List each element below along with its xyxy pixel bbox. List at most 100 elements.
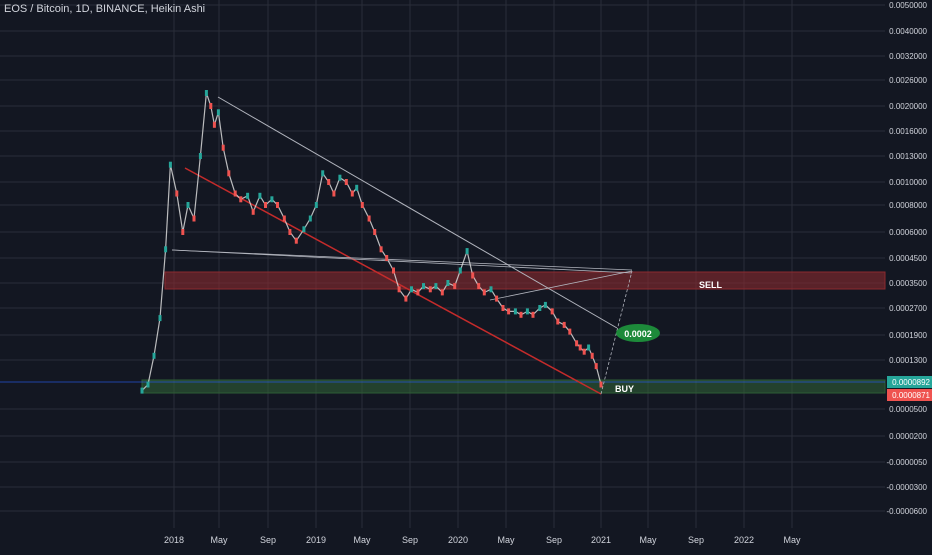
candle [216,109,220,116]
candle [458,267,462,274]
candle [446,280,450,286]
candle [428,286,432,293]
candle [246,192,250,199]
candle [482,289,486,296]
candle [587,344,591,351]
candle [344,179,348,185]
candle [355,184,359,191]
candle [158,315,162,322]
target-badge [616,324,660,342]
candle [233,190,237,197]
x-tick-label: May [210,535,228,545]
channel-upper-line [171,249,633,271]
candle [501,305,505,311]
x-tick-label: May [639,535,657,545]
price-series-line [141,92,602,392]
candle [519,311,523,318]
y-tick-label: 0.0004500 [889,254,927,263]
candle [404,295,408,302]
candle [367,215,371,222]
candle [227,170,231,177]
candle [513,308,517,315]
y-tick-label: -0.0000300 [887,483,928,492]
candle [440,289,444,296]
candle [276,202,279,208]
candle [288,229,292,235]
descending-resistance-line [217,96,618,329]
y-tick-label: 0.0020000 [889,102,927,111]
y-tick-label: 0.0006000 [889,228,927,237]
price-label-up [887,376,932,388]
candle [321,170,325,177]
candle [270,196,274,203]
x-tick-label: 2018 [164,535,184,545]
candle [350,190,354,197]
sell-zone [164,271,886,290]
candle [360,202,364,208]
y-tick-label: 0.0002700 [889,304,927,313]
candle [562,321,566,328]
candle [392,267,395,274]
y-tick-label: 0.0008000 [889,201,927,210]
descending-support-line [184,167,602,395]
y-tick-label: 0.0001300 [889,356,927,365]
x-tick-label: May [783,535,801,545]
candle [140,387,144,394]
x-tick-label: 2021 [591,535,611,545]
projection-upper-path [489,270,633,301]
candle [525,308,529,315]
y-tick-label: -0.0000600 [887,507,928,516]
candle [221,144,225,151]
candle [379,246,383,253]
chart-title: EOS / Bitcoin, 1D, BINANCE, Heikin Ashi [4,3,206,15]
y-tick-label: 0.0016000 [889,127,927,136]
y-tick-label: 0.0040000 [889,27,927,36]
buy-zone [141,379,886,394]
candle [507,308,511,315]
candle [543,301,547,308]
x-tick-label: May [497,535,515,545]
candle [175,190,179,197]
candle [192,215,196,222]
x-tick-label: Sep [260,535,276,545]
candle [327,179,331,185]
sell-zone-label: SELL [699,280,723,290]
candle [186,202,190,208]
candle [575,340,579,347]
y-tick-label: 0.0000200 [889,432,927,441]
candle [489,286,493,293]
x-tick-label: Sep [546,535,562,545]
candle [471,272,475,279]
candle [594,363,598,370]
candle [531,311,535,318]
candle [251,208,255,215]
candle [465,248,469,255]
x-tick-label: May [353,535,371,545]
candle [582,348,586,355]
x-tick-label: 2019 [306,535,326,545]
candle [416,289,420,296]
candle [212,121,216,128]
candle [239,196,243,203]
candle [164,246,168,253]
candle [373,229,377,235]
candle [258,192,262,199]
candle [568,328,572,335]
candle [599,381,603,388]
candle [314,202,318,208]
candle [590,352,594,359]
candle [495,295,499,302]
projection-path [600,270,633,395]
candle [152,352,156,359]
candle [302,226,306,233]
candle [146,381,150,388]
candle [550,308,554,315]
y-tick-label: 0.0032000 [889,52,927,61]
candle [410,286,413,293]
price-label-down [887,389,932,401]
y-tick-label: 0.0001900 [889,331,927,340]
candle [538,305,542,311]
candle [556,318,560,325]
